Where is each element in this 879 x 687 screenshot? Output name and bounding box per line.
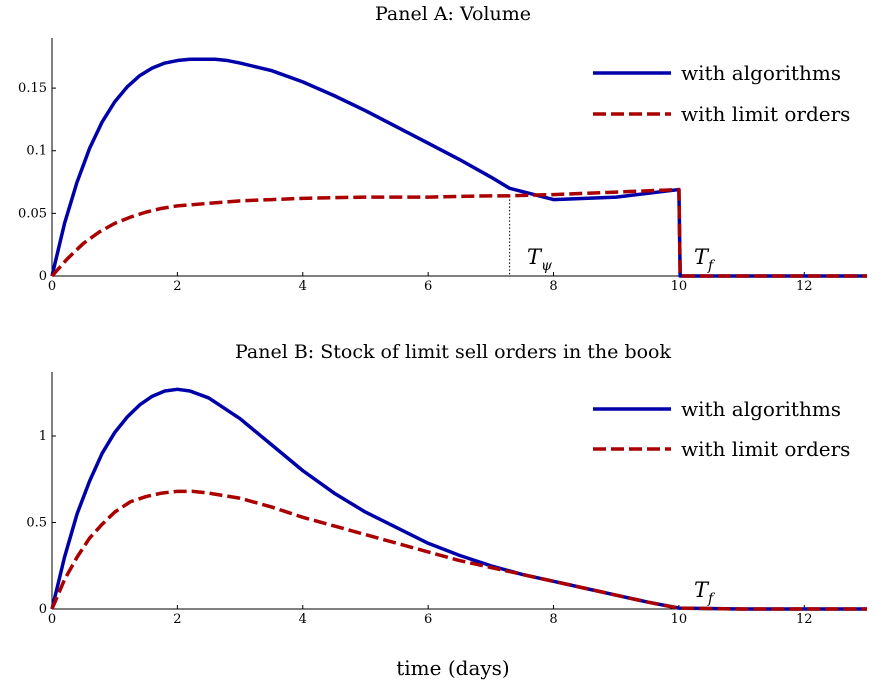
panel-a-y-tick-label: 0.05 — [18, 206, 47, 221]
panel-b-stock: Panel B: Stock of limit sell orders in t… — [26, 341, 867, 627]
panel-a-annotations: Tψ Tf — [527, 245, 716, 274]
panel-a-x-tick-label: 0 — [48, 279, 56, 294]
panel-a-y-tick-label: 0.1 — [26, 144, 47, 159]
panel-a-lines — [50, 57, 867, 278]
panel-b-x-tick-label: 8 — [549, 612, 557, 627]
panel-b-x-tick-label: 10 — [671, 612, 688, 627]
panel-b-lines — [50, 387, 867, 611]
panel-b-x-tick-label: 6 — [424, 612, 432, 627]
panel-b-title: Panel B: Stock of limit sell orders in t… — [235, 341, 672, 363]
t-f-base-b: T — [694, 578, 710, 602]
t-f-sub-b: f — [707, 591, 716, 607]
legend-label-algorithms-b: with algorithms — [681, 397, 841, 421]
t-psi-base: T — [527, 245, 543, 269]
panel-a-x-tick-label: 6 — [424, 279, 432, 294]
panel-b-series-algorithms — [50, 387, 867, 611]
panel-b-series-limit-orders — [50, 489, 867, 611]
panel-b-y-tick-label: 0 — [39, 602, 47, 617]
panel-b-annotations: Tf — [694, 578, 716, 607]
panel-a-volume: Panel A: Volume 0 2 4 6 8 10 12 0 0.05 0.1 0.15 Tψ… — [18, 3, 867, 294]
legend-label-limit-orders-a: with limit orders — [681, 102, 850, 126]
legend-label-algorithms-a: with algorithms — [681, 61, 841, 85]
t-f-annotation-b: Tf — [694, 578, 716, 607]
t-f-base-a: T — [694, 245, 710, 269]
t-psi-sub: ψ — [541, 258, 553, 274]
panel-b-x-tick-label: 2 — [173, 612, 181, 627]
t-f-sub-a: f — [707, 258, 716, 274]
panel-a-y-tick-label: 0.15 — [18, 81, 47, 96]
panel-b-x-tick-label: 0 — [48, 612, 56, 627]
panel-a-title: Panel A: Volume — [375, 3, 531, 25]
panel-a-y-tick-label: 0 — [39, 269, 47, 284]
x-axis-label: time (days) — [396, 656, 510, 680]
panel-a-x-tick-label: 2 — [173, 279, 181, 294]
panel-b-legend: with algorithms with limit orders — [593, 397, 850, 461]
t-f-annotation-a: Tf — [694, 245, 716, 274]
panel-b-x-tick-label: 12 — [796, 612, 813, 627]
panel-a-x-tick-label: 8 — [549, 279, 557, 294]
panel-a-legend: with algorithms with limit orders — [593, 61, 850, 126]
panel-a-series-limit-orders — [50, 187, 867, 278]
panel-a-axes: 0 2 4 6 8 10 12 0 0.05 0.1 0.15 — [18, 38, 867, 294]
panel-a-series-algorithms — [50, 57, 867, 278]
legend-label-limit-orders-b: with limit orders — [681, 437, 850, 461]
panel-b-y-tick-label: 1 — [39, 429, 47, 444]
t-psi-annotation: Tψ — [527, 245, 553, 274]
panel-a-x-tick-label: 12 — [796, 279, 813, 294]
panel-b-x-tick-label: 4 — [299, 612, 307, 627]
panel-a-x-tick-label: 4 — [299, 279, 307, 294]
panel-a-x-tick-label: 10 — [671, 279, 688, 294]
panel-b-y-tick-label: 0.5 — [26, 516, 47, 531]
